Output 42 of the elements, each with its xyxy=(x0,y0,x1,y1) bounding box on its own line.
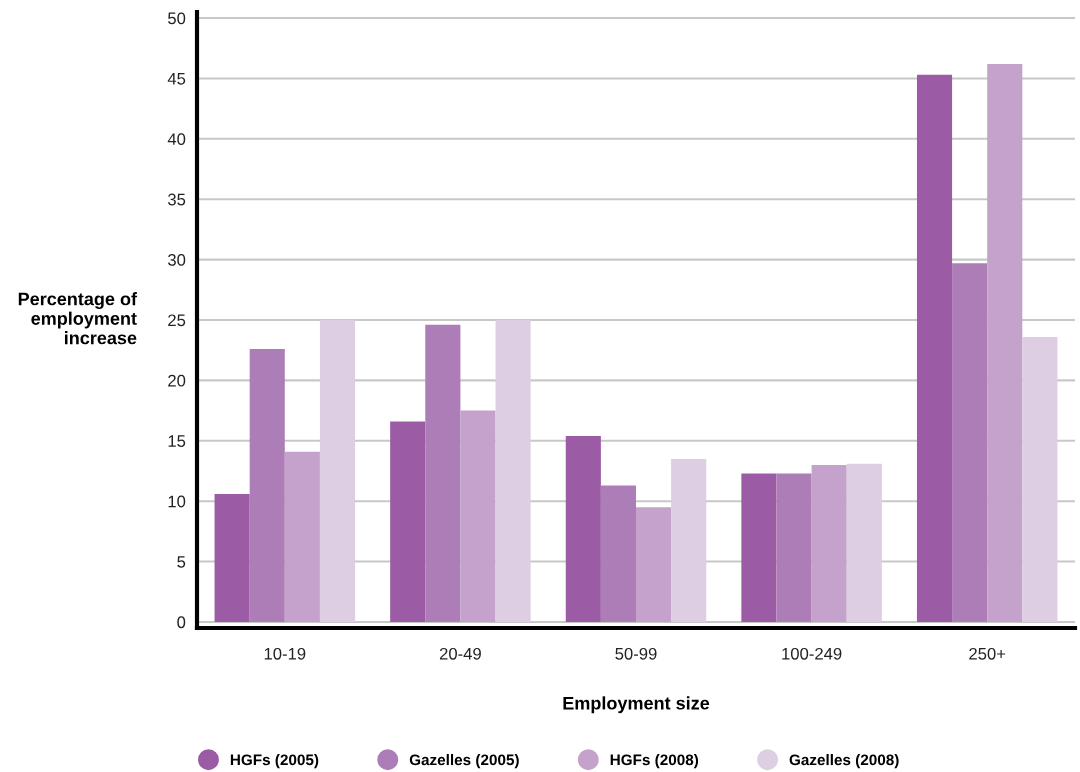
bar xyxy=(811,464,847,622)
bar xyxy=(214,493,250,622)
y-axis-title: Percentage of employment increase xyxy=(18,292,138,345)
y-tick-label: 45 xyxy=(167,73,186,85)
y-tick-label: 20 xyxy=(168,374,186,387)
legend-label: Gazelles (2008) xyxy=(789,754,899,769)
bar xyxy=(460,410,496,622)
bar xyxy=(249,348,285,622)
legend-label: HGFs (2005) xyxy=(230,754,319,769)
bar xyxy=(916,74,953,622)
bar xyxy=(284,451,320,622)
bar xyxy=(741,473,777,622)
y-tick-label: 5 xyxy=(177,556,186,568)
legend-label: HGFs (2008) xyxy=(610,754,699,769)
y-tick-label: 40 xyxy=(167,133,186,146)
y-tick-label: 30 xyxy=(167,254,186,266)
bar xyxy=(846,463,882,622)
bar xyxy=(600,485,636,622)
bar xyxy=(565,435,601,622)
y-tick-label: 15 xyxy=(168,435,186,447)
bar xyxy=(776,473,812,622)
y-tick-label: 25 xyxy=(168,314,186,327)
y-tick-label: 35 xyxy=(167,193,186,206)
bar xyxy=(425,324,461,622)
x-tick-label: 250+ xyxy=(969,647,1006,660)
bar xyxy=(1022,336,1058,622)
x-tick-label: 20-49 xyxy=(439,647,481,660)
bar xyxy=(495,320,531,622)
x-axis-title: Employment size xyxy=(563,696,710,714)
y-tick-label: 10 xyxy=(168,495,186,508)
bar xyxy=(671,458,707,622)
bar xyxy=(390,421,426,622)
bar xyxy=(952,263,988,622)
bar xyxy=(987,63,1023,622)
bar xyxy=(319,320,356,622)
x-tick-label: 10-19 xyxy=(264,647,306,660)
bar xyxy=(636,507,672,622)
x-tick-label: 100-249 xyxy=(782,647,842,660)
x-tick-label: 50-99 xyxy=(615,647,657,660)
y-tick-label: 50 xyxy=(168,12,186,25)
y-tick-label: 0 xyxy=(177,616,186,629)
legend-label: Gazelles (2005) xyxy=(409,754,519,769)
